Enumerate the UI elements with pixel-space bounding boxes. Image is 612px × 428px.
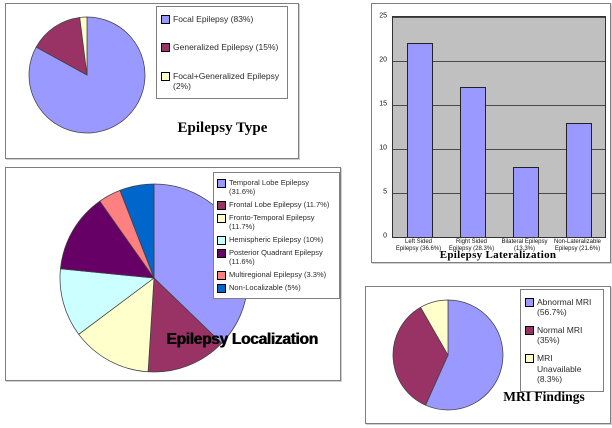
pie-slice xyxy=(60,200,155,279)
pie-slice xyxy=(425,299,504,411)
mri-findings-legend: Abnormal MRI (56.7%) Normal MRI (35%) MRI … xyxy=(520,289,604,392)
y-tick-label: 0 xyxy=(383,232,387,240)
legend-item: Fronto-Temporal Epilepsy (11.7%) xyxy=(217,213,336,231)
legend-item: Frontal Lobe Epilepsy (11.7%) xyxy=(217,200,336,210)
legend-item: Temporal Lobe Epilepsy (31.6%) xyxy=(217,178,336,196)
pie-slice xyxy=(78,277,155,373)
legend-label: Focal+Generalized Epilepsy (2%) xyxy=(173,70,280,91)
pie-slice xyxy=(59,268,155,335)
bar-slot xyxy=(499,17,552,237)
legend-swatch xyxy=(525,354,534,364)
pie-slice xyxy=(79,16,88,76)
gridline xyxy=(393,193,605,194)
y-tick-label: 5 xyxy=(383,188,387,196)
gridlines xyxy=(393,17,605,237)
legend-label: MRI Unavailable (8.3%) xyxy=(537,353,582,384)
pie-slice xyxy=(119,183,155,279)
legend-label: Multiregional Epilepsy (3.3%) xyxy=(229,269,327,279)
legend-swatch xyxy=(217,270,226,280)
legend-item: Non-Localizable (5%) xyxy=(217,283,336,293)
x-category-label: Right Sided Epilepsy (28.3%) xyxy=(448,239,495,253)
bar xyxy=(565,122,592,237)
pie-slice xyxy=(420,299,449,357)
legend-label: Posterior Quadrant Epilepsy (11.6%) xyxy=(229,248,323,266)
legend-swatch xyxy=(217,200,226,210)
epilepsy-lateralization-title: Epilepsy Lateralization xyxy=(439,249,557,261)
panel-epilepsy-lateralization: 0 5 10 15 20 25 Left Sided Epilepsy (36.6%) Ri… xyxy=(371,3,611,263)
legend-swatch xyxy=(161,71,170,81)
y-axis: 0 5 10 15 20 25 xyxy=(372,12,390,240)
epilepsy-type-pie xyxy=(28,16,146,134)
epilepsy-localization-legend: Temporal Lobe Epilepsy (31.6%) Frontal Lo… xyxy=(213,172,340,299)
bar-plot-area xyxy=(392,16,606,238)
legend-item: Posterior Quadrant Epilepsy (11.6%) xyxy=(217,248,336,266)
legend-label: Fronto-Temporal Epilepsy (11.7%) xyxy=(229,213,315,231)
x-axis: Left Sided Epilepsy (36.6%) Right Sided E… xyxy=(392,239,604,253)
bar xyxy=(459,87,486,237)
legend-label: Generalized Epilepsy (15%) xyxy=(173,42,279,53)
legend-item: Abnormal MRI (56.7%) xyxy=(525,297,599,317)
legend-swatch xyxy=(217,249,226,258)
legend-item: MRI Unavailable (8.3%) xyxy=(525,353,599,384)
legend-swatch xyxy=(217,214,226,223)
y-tick-label: 15 xyxy=(379,100,387,108)
legend-swatch xyxy=(217,284,226,293)
gridline xyxy=(393,61,605,62)
gridline xyxy=(393,149,605,150)
legend-label: Abnormal MRI (56.7%) xyxy=(537,297,592,318)
legend-item: Multiregional Epilepsy (3.3%) xyxy=(217,270,336,280)
pie-slice xyxy=(147,277,223,373)
panel-mri-findings: Abnormal MRI (56.7%) Normal MRI (35%) MRI … xyxy=(365,286,611,424)
legend-label: Non-Localizable (5%) xyxy=(229,283,301,292)
legend-label: Hemispheric Epilepsy (10%) xyxy=(229,234,324,244)
bar-slot xyxy=(446,17,499,237)
legend-item: Focal Epilepsy (83%) xyxy=(161,14,283,24)
bar xyxy=(406,43,433,237)
pie-svg xyxy=(392,299,504,411)
legend-label: Temporal Lobe Epilepsy (31.6%) xyxy=(229,178,310,196)
legend-item: Focal+Generalized Epilepsy (2%) xyxy=(161,71,283,91)
legend-label: Focal Epilepsy (83%) xyxy=(173,14,254,24)
legend-label: Frontal Lobe Epilepsy (11.7%) xyxy=(229,199,330,209)
legend-label: Normal MRI (35%) xyxy=(537,325,583,346)
y-tick-label: 20 xyxy=(379,56,387,64)
legend-swatch xyxy=(161,15,170,24)
epilepsy-type-title: Epilepsy Type xyxy=(177,120,268,136)
gridline xyxy=(393,17,605,18)
x-category-label: Non-Lateralizable Epilepsy (21.6%) xyxy=(553,239,602,253)
legend-swatch xyxy=(161,43,170,53)
legend-swatch xyxy=(217,235,226,245)
pie-slice xyxy=(35,17,88,76)
bar-slot xyxy=(552,17,605,237)
bar xyxy=(512,166,539,237)
x-category-label: Bilateral Epilepsy (13.3%) xyxy=(501,239,548,253)
panel-epilepsy-type: Focal Epilepsy (83%) Generalized Epilepsy… xyxy=(5,3,299,159)
legend-item: Normal MRI (35%) xyxy=(525,325,599,345)
bars xyxy=(393,17,605,237)
bar-slot xyxy=(393,17,446,237)
legend-swatch xyxy=(525,298,534,307)
legend-item: Hemispheric Epilepsy (10%) xyxy=(217,235,336,245)
legend-swatch xyxy=(525,326,534,336)
x-category-label: Left Sided Epilepsy (36.6%) xyxy=(395,239,442,253)
mri-findings-title: MRI Findings xyxy=(503,389,585,404)
panel-epilepsy-localization: Temporal Lobe Epilepsy (31.6%) Frontal Lo… xyxy=(5,167,341,381)
epilepsy-type-legend: Focal Epilepsy (83%) Generalized Epilepsy… xyxy=(156,6,288,99)
epilepsy-localization-title: Epilepsy Localization xyxy=(166,331,318,348)
y-tick-label: 25 xyxy=(379,12,387,20)
pie-svg xyxy=(28,16,146,134)
gridline xyxy=(393,105,605,106)
legend-item: Generalized Epilepsy (15%) xyxy=(161,42,283,53)
legend-swatch xyxy=(217,179,226,188)
y-tick-label: 10 xyxy=(379,144,387,152)
mri-findings-pie xyxy=(392,299,504,411)
